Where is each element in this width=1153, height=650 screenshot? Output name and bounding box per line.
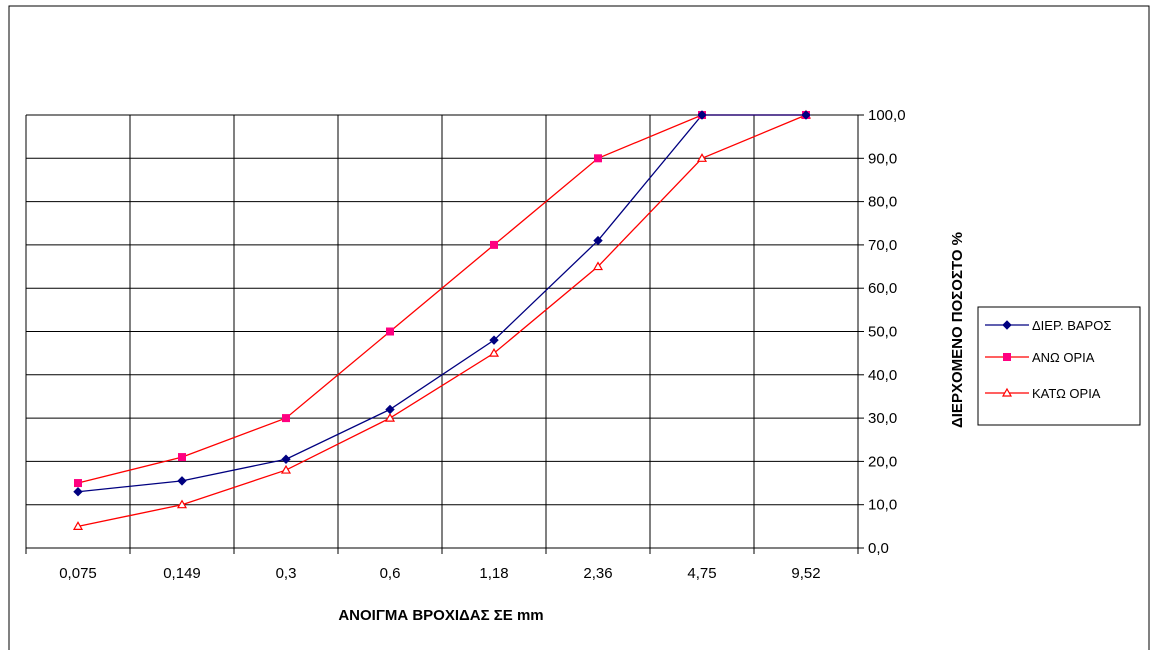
legend: ΔΙΕΡ. ΒΑΡΟΣ ΑΝΩ ΟΡΙΑ ΚΑΤΩ ΟΡΙΑ bbox=[977, 306, 1141, 426]
y-axis-title: ΔΙΕΡΧΟΜΕΝΟ ΠΟΣΟΣΤΟ % bbox=[949, 232, 966, 428]
series-line-1 bbox=[77, 114, 806, 493]
series-layer bbox=[72, 109, 812, 530]
y-tick-label: 100,0 bbox=[868, 107, 906, 124]
grid-layer bbox=[25, 114, 859, 549]
series-line-2 bbox=[77, 114, 806, 484]
data-point-series-1 bbox=[801, 110, 811, 120]
legend-items: ΔΙΕΡ. ΒΑΡΟΣ ΑΝΩ ΟΡΙΑ ΚΑΤΩ ΟΡΙΑ bbox=[985, 318, 1111, 401]
data-point-series-1 bbox=[697, 110, 707, 120]
data-point-series-1 bbox=[281, 454, 291, 464]
legend-marker-series-1 bbox=[1002, 320, 1012, 330]
x-tick-label: 0,6 bbox=[380, 565, 401, 582]
legend-label-series-3: ΚΑΤΩ ΟΡΙΑ bbox=[1032, 386, 1101, 401]
data-point-series-1 bbox=[489, 335, 499, 345]
y-tick-label: 40,0 bbox=[868, 367, 897, 384]
x-tick-label: 0,3 bbox=[276, 565, 297, 582]
data-point-series-3 bbox=[176, 499, 188, 509]
data-point-series-3 bbox=[384, 412, 396, 422]
x-tick-label: 2,36 bbox=[583, 565, 612, 582]
y-tick-label: 10,0 bbox=[868, 497, 897, 514]
data-point-series-1 bbox=[385, 404, 395, 415]
data-point-series-2 bbox=[594, 154, 602, 163]
data-point-series-2 bbox=[282, 414, 290, 423]
x-tick-label: 0,075 bbox=[59, 565, 97, 582]
x-tick-label: 4,75 bbox=[687, 565, 716, 582]
y-tick-label: 50,0 bbox=[868, 324, 897, 341]
x-tick-label: 9,52 bbox=[791, 565, 820, 582]
legend-marker-series-2 bbox=[1003, 353, 1011, 361]
y-tick-label: 0,0 bbox=[868, 540, 889, 557]
x-tick-label: 1,18 bbox=[479, 565, 508, 582]
data-point-series-3 bbox=[696, 153, 708, 162]
data-point-series-3 bbox=[72, 521, 84, 530]
axis-layer: 0,0 10,0 20,0 30,0 40,0 50,0 60,0 70,0 80,0 90,0 1… bbox=[25, 107, 906, 582]
legend-label-series-2: ΑΝΩ ΟΡΙΑ bbox=[1032, 350, 1095, 365]
data-point-series-3 bbox=[592, 261, 604, 271]
series-line-3 bbox=[77, 114, 807, 527]
y-tick-label: 90,0 bbox=[868, 150, 897, 167]
data-point-series-3 bbox=[280, 464, 292, 474]
data-point-series-1 bbox=[73, 487, 83, 497]
y-tick-label: 30,0 bbox=[868, 410, 897, 427]
y-tick-label: 20,0 bbox=[868, 453, 897, 470]
data-point-series-2 bbox=[490, 240, 498, 249]
y-tick-label: 80,0 bbox=[868, 194, 897, 211]
data-point-series-1 bbox=[593, 235, 603, 246]
x-tick-label: 0,149 bbox=[163, 565, 201, 582]
data-point-series-2 bbox=[386, 327, 394, 336]
data-point-series-3 bbox=[488, 347, 500, 357]
chart-area-frame bbox=[8, 5, 1150, 650]
data-point-series-2 bbox=[74, 479, 82, 488]
x-axis-title: ΑΝΟΙΓΜΑ ΒΡΟΧΙΔΑΣ ΣΕ mm bbox=[338, 607, 543, 624]
y-tick-label: 60,0 bbox=[868, 280, 897, 297]
data-point-series-2 bbox=[178, 453, 186, 462]
y-tick-label: 70,0 bbox=[868, 237, 897, 254]
data-point-series-1 bbox=[177, 476, 187, 486]
legend-label-series-1: ΔΙΕΡ. ΒΑΡΟΣ bbox=[1032, 318, 1111, 333]
legend-marker-series-3 bbox=[1001, 387, 1013, 397]
